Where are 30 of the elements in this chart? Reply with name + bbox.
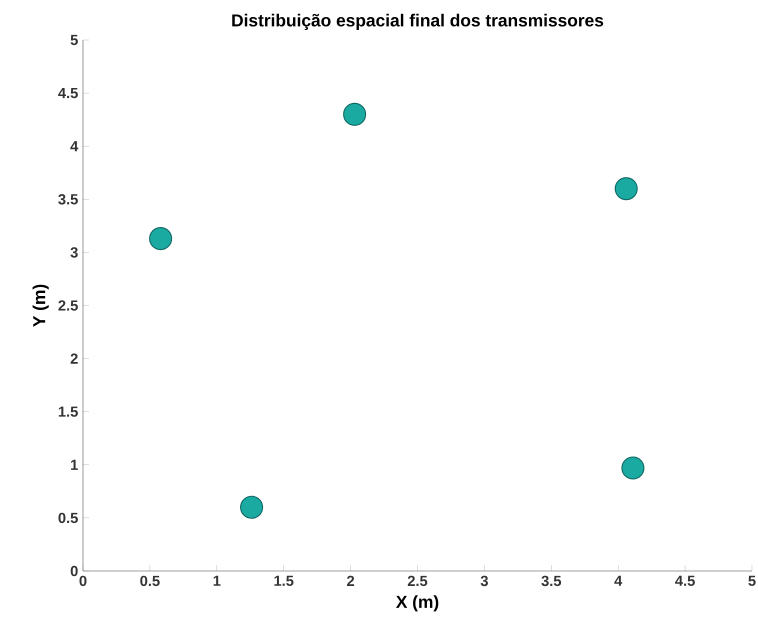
x-tick-label: 1 bbox=[214, 576, 220, 586]
y-tick-label: 0 bbox=[70, 566, 78, 576]
y-tick-label: 3.5 bbox=[58, 194, 78, 204]
x-tick-label: 3.5 bbox=[541, 576, 562, 586]
x-tick-label: 3 bbox=[480, 576, 488, 586]
x-axis-title: X (m) bbox=[396, 595, 438, 612]
x-tick-label: 0.5 bbox=[140, 576, 160, 586]
y-tick-label: 0.5 bbox=[58, 512, 78, 524]
y-axis-title: Y (m) bbox=[32, 284, 49, 327]
y-tick-label: 1 bbox=[71, 460, 78, 470]
y-tick-label: 3 bbox=[70, 247, 78, 258]
x-tick-label: 4.5 bbox=[675, 576, 695, 586]
y-tick-label: 2 bbox=[70, 353, 78, 364]
point bbox=[614, 177, 638, 200]
x-tick-label: 2.5 bbox=[408, 576, 428, 586]
y-tick-label: 2.5 bbox=[58, 300, 78, 311]
x-tick-label: 0 bbox=[80, 576, 86, 586]
y-tick-label: 1.5 bbox=[58, 406, 78, 417]
y-tick-label: 4.5 bbox=[58, 88, 78, 98]
y-tick-label: 5 bbox=[70, 34, 78, 46]
point bbox=[149, 227, 172, 250]
x-tick-label: 2 bbox=[347, 576, 354, 586]
x-tick-label: 4 bbox=[614, 576, 622, 586]
x-tick-label: 5 bbox=[748, 576, 756, 586]
chart-title: Distribuição espacial final dos transmissores bbox=[232, 14, 604, 30]
point bbox=[240, 496, 264, 519]
y-tick-label: 4 bbox=[70, 141, 78, 152]
x-tick-label: 1.5 bbox=[274, 576, 294, 586]
point bbox=[621, 456, 644, 480]
point bbox=[343, 102, 366, 126]
